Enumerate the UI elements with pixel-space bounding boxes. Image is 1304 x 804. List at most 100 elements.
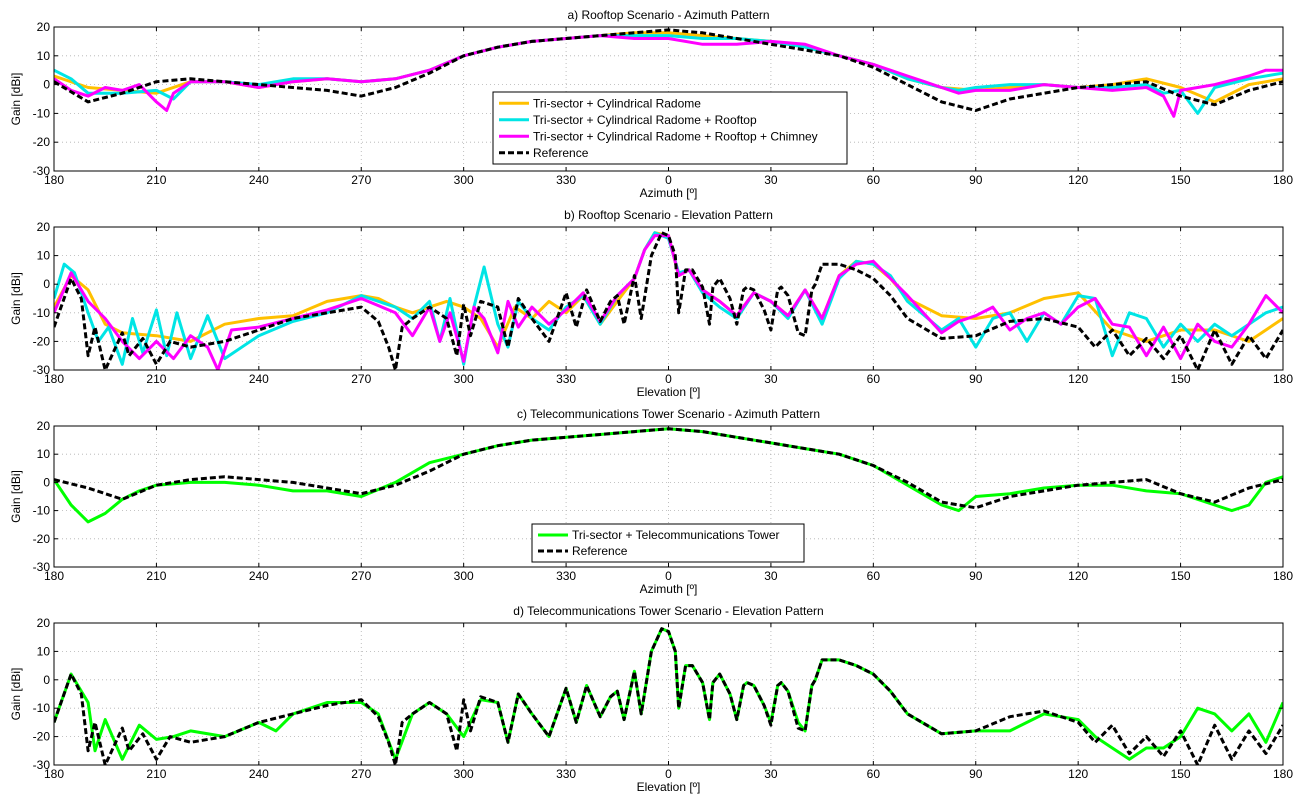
x-tick-label: 270: [351, 569, 371, 583]
x-tick-label: 120: [1068, 372, 1088, 386]
y-tick-label: -20: [33, 730, 51, 744]
x-tick-label: 180: [1273, 372, 1293, 386]
x-tick-label: 240: [249, 767, 269, 781]
x-tick-label: 30: [764, 767, 778, 781]
x-tick-label: 240: [249, 372, 269, 386]
x-tick-label: 180: [1273, 767, 1293, 781]
y-tick-label: 10: [37, 49, 51, 63]
x-tick-label: 180: [44, 173, 64, 187]
x-tick-label: 150: [1171, 569, 1191, 583]
y-axis-label: Gain [dBi]: [9, 668, 23, 721]
x-tick-label: 240: [249, 173, 269, 187]
y-tick-label: 0: [43, 673, 50, 687]
legend-label: Reference: [572, 544, 628, 558]
chart-title: d) Telecommunications Tower Scenario - E…: [513, 604, 823, 618]
series-group: [54, 231, 1283, 370]
x-tick-label: 30: [764, 173, 778, 187]
series-line-magenta: [54, 234, 1283, 370]
x-tick-label: 150: [1171, 372, 1191, 386]
y-tick-label: 20: [37, 616, 51, 630]
y-axis-label: Gain [dBi]: [9, 73, 23, 126]
chart-title: b) Rooftop Scenario - Elevation Pattern: [564, 208, 773, 222]
x-tick-label: 180: [44, 767, 64, 781]
y-axis-label: Gain [dBi]: [9, 272, 23, 325]
subplot-2: 180 210 240 270 300 330 0 30 60 90 120 150 180 20 10 0 -…: [9, 208, 1293, 399]
x-tick-label: 60: [867, 569, 881, 583]
y-tick-label: 0: [43, 277, 50, 291]
legend: Tri-sector + Cylindrical Radome Tri-secto…: [492, 91, 848, 165]
x-tick-label: 90: [969, 569, 983, 583]
x-tick-label: 180: [1273, 173, 1293, 187]
x-tick-label: 150: [1171, 173, 1191, 187]
x-tick-label: 300: [454, 173, 474, 187]
y-tick-label: -10: [33, 106, 51, 120]
x-tick-label: 270: [351, 767, 371, 781]
y-tick-label: 20: [37, 20, 51, 34]
x-tick-label: 0: [665, 173, 672, 187]
x-tick-label: 120: [1068, 173, 1088, 187]
x-tick-label: 210: [146, 173, 166, 187]
legend-label: Tri-sector + Cylindrical Radome + Roofto…: [533, 129, 818, 143]
x-tick-label: 0: [665, 372, 672, 386]
chart-title: c) Telecommunications Tower Scenario - A…: [517, 407, 820, 421]
x-tick-label: 180: [44, 569, 64, 583]
y-tick-label: 10: [37, 644, 51, 658]
x-tick-label: 90: [969, 173, 983, 187]
legend: Tri-sector + Telecommunications Tower Ref…: [531, 523, 805, 563]
y-tick-label: -20: [33, 532, 51, 546]
legend-label: Reference: [533, 146, 589, 160]
plot-area: [54, 623, 1283, 765]
x-tick-label: 180: [44, 372, 64, 386]
y-tick-label: 10: [37, 249, 51, 263]
x-tick-label: 330: [556, 767, 576, 781]
legend-label: Tri-sector + Cylindrical Radome + Roofto…: [533, 113, 757, 127]
x-tick-label: 60: [867, 767, 881, 781]
x-tick-label: 270: [351, 372, 371, 386]
x-tick-label: 330: [556, 173, 576, 187]
x-tick-label: 30: [764, 569, 778, 583]
x-tick-label: 210: [146, 767, 166, 781]
x-tick-label: 300: [454, 372, 474, 386]
series-line-green: [54, 627, 1283, 761]
chart-title: a) Rooftop Scenario - Azimuth Pattern: [567, 8, 769, 22]
ticks: 180 210 240 270 300 330 0 30 60 90 120 150 180 20 10 0 -…: [33, 220, 1294, 386]
y-tick-label: 0: [43, 78, 50, 92]
y-tick-label: 10: [37, 447, 51, 461]
x-tick-label: 150: [1171, 767, 1191, 781]
y-tick-label: -10: [33, 504, 51, 518]
y-tick-label: -30: [33, 758, 51, 772]
ticks: 180 210 240 270 300 330 0 30 60 90 120 150 180 20 10 0 -…: [33, 616, 1294, 781]
series-line-reference: [54, 231, 1283, 370]
y-tick-label: 0: [43, 475, 50, 489]
y-tick-label: -20: [33, 334, 51, 348]
x-tick-label: 30: [764, 372, 778, 386]
x-tick-label: 60: [867, 372, 881, 386]
x-tick-label: 300: [454, 767, 474, 781]
x-tick-label: 330: [556, 569, 576, 583]
x-tick-label: 0: [665, 569, 672, 583]
x-tick-label: 60: [867, 173, 881, 187]
ticks: 180 210 240 270 300 330 0 30 60 90 120 150 180 20 10 0 -…: [33, 20, 1294, 187]
y-tick-label: -30: [33, 363, 51, 377]
y-tick-label: 20: [37, 220, 51, 234]
series-line-reference: [54, 627, 1283, 765]
y-tick-label: -10: [33, 306, 51, 320]
series-group: [54, 627, 1283, 765]
x-tick-label: 210: [146, 569, 166, 583]
x-tick-label: 90: [969, 372, 983, 386]
x-tick-label: 330: [556, 372, 576, 386]
subplot-1: 180 210 240 270 300 330 0 30 60 90 120 150 180 20 10 0 -…: [9, 8, 1293, 200]
legend-box: [531, 523, 805, 563]
y-tick-label: -30: [33, 164, 51, 178]
x-axis-label: Azimuth [º]: [640, 186, 698, 200]
x-tick-label: 90: [969, 767, 983, 781]
x-tick-label: 210: [146, 372, 166, 386]
x-tick-label: 300: [454, 569, 474, 583]
x-axis-label: Elevation [º]: [637, 385, 701, 399]
subplot-3: 180 210 240 270 300 330 0 30 60 90 120 150 180 20 10 0 -…: [9, 407, 1293, 596]
x-tick-label: 270: [351, 173, 371, 187]
x-tick-label: 120: [1068, 569, 1088, 583]
y-tick-label: 20: [37, 419, 51, 433]
legend-box: [492, 91, 848, 165]
